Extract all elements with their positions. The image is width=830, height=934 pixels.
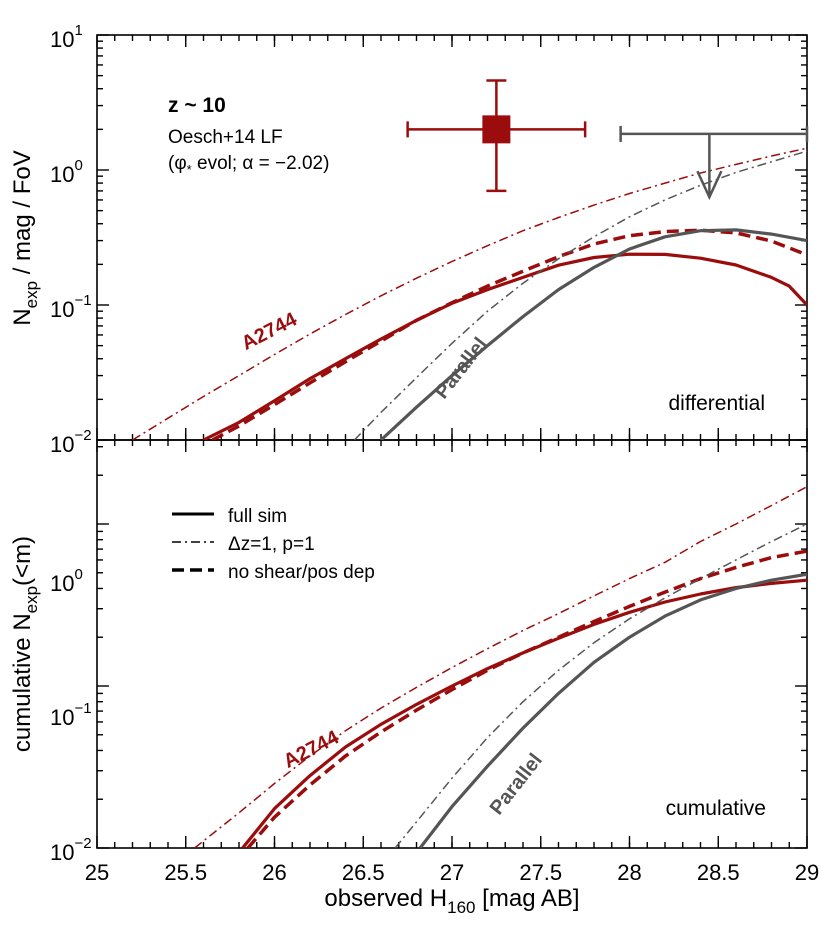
legend-label-dz: Δz=1, p=1: [228, 534, 315, 555]
axis-ticks: [96, 34, 808, 849]
legend: full sim Δz=1, p=1 no shear/pos dep: [172, 506, 375, 583]
bottom-panel-frame: [96, 439, 808, 849]
x-tick-labels: 25 25.5 26 26.5 27 27.5 28 28.5 29: [85, 860, 819, 885]
series-parallel-full-sim: [379, 228, 807, 440]
bottom-series-group: [194, 486, 807, 848]
series-parallel-z-1-p-1: [353, 150, 807, 440]
top-points-group: [406, 79, 809, 201]
series-a2744-z-1-p-1: [132, 147, 807, 440]
x-axis-label: observed H160 [mag AB]: [324, 885, 579, 917]
series-label-a2744-top: A2744: [238, 308, 301, 355]
x-tick-label: 27: [440, 860, 464, 885]
corner-label-differential: differential: [668, 392, 765, 415]
series-a2744-full-sim: [202, 252, 807, 440]
y-tick-label-bottom-0: 100: [50, 566, 83, 596]
x-tick-label: 26: [262, 860, 286, 885]
y-tick-label-top-1: 100: [50, 157, 83, 187]
info-title: z ~ 10: [168, 94, 226, 117]
series-parallel-full-sim: [418, 572, 807, 848]
x-tick-label: 28: [617, 860, 641, 885]
series-a2744-full-sim: [241, 578, 807, 848]
x-tick-label: 27.5: [519, 860, 562, 885]
top-y-tick-labels: 101 100 10−1 10−2: [50, 22, 92, 457]
series-parallel-z-1-p-1: [394, 523, 807, 848]
legend-label-full-sim: full sim: [228, 506, 287, 527]
series-label-parallel-top: Parallel: [431, 333, 492, 403]
info-line2: (φ* evol; α = −2.02): [168, 153, 329, 177]
series-a2744-z-1-p-1: [194, 486, 807, 848]
x-tick-label: 25.5: [164, 860, 207, 885]
a2744-data-point: [482, 115, 511, 144]
y-tick-label-top-3: 10−2: [50, 427, 92, 457]
y-axis-label-bottom: cumulative Nexp(<m): [9, 536, 41, 752]
y-tick-label-top-0: 101: [50, 22, 83, 52]
y-tick-label-bottom-2: 10−2: [50, 835, 92, 865]
x-tick-label: 25: [85, 860, 109, 885]
top-series-group: [132, 147, 807, 440]
series-a2744-no-shear-pos-dep: [246, 549, 807, 848]
y-tick-label-bottom-1: 10−1: [50, 700, 92, 730]
y-tick-label-top-2: 10−1: [50, 292, 92, 322]
x-tick-label: 28.5: [697, 860, 740, 885]
info-line1: Oesch+14 LF: [168, 127, 283, 148]
legend-label-no-shear: no shear/pos dep: [228, 562, 375, 583]
y-axis-label-top: Nexp / mag / FoV: [9, 150, 41, 325]
x-tick-label: 29: [795, 860, 819, 885]
parallel-upper-limit-arrowhead: [696, 170, 723, 201]
bottom-y-tick-labels: 100 10−1 10−2: [50, 566, 92, 865]
x-tick-label: 26.5: [342, 860, 385, 885]
corner-label-cumulative: cumulative: [666, 797, 766, 820]
